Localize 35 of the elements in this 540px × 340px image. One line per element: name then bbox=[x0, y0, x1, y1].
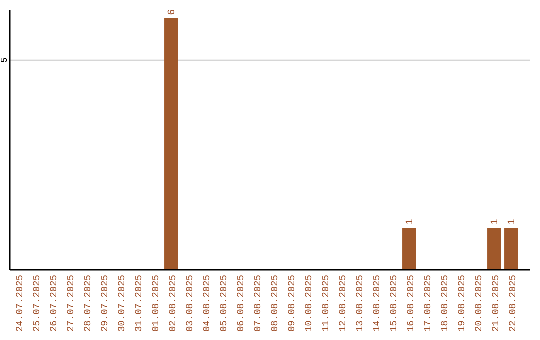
x-tick-label: 28.07.2025 bbox=[82, 274, 94, 332]
x-tick-label: 03.08.2025 bbox=[184, 274, 196, 332]
x-tick-label: 18.08.2025 bbox=[440, 274, 450, 332]
x-tick-label: 01.08.2025 bbox=[150, 274, 162, 332]
x-tick-label: 09.08.2025 bbox=[286, 274, 298, 332]
x-tick-label: 30.07.2025 bbox=[116, 274, 128, 332]
x-tick-label: 16.08.2025 bbox=[406, 274, 416, 332]
x-tick-label: 12.08.2025 bbox=[338, 274, 348, 332]
x-tick-label: 05.08.2025 bbox=[218, 274, 230, 332]
x-tick-label: 25.07.2025 bbox=[32, 274, 42, 332]
x-tick-label: 21.08.2025 bbox=[490, 274, 502, 332]
x-tick-label: 17.08.2025 bbox=[422, 274, 434, 332]
x-tick-label: 19.08.2025 bbox=[456, 274, 468, 332]
data-label: 1 bbox=[406, 219, 416, 226]
x-tick-label: 14.08.2025 bbox=[372, 274, 382, 332]
y-tick-label: 5 bbox=[0, 58, 10, 64]
x-tick-label: 13.08.2025 bbox=[354, 274, 366, 332]
x-tick-label: 06.08.2025 bbox=[236, 274, 246, 332]
data-label: 1 bbox=[490, 219, 502, 226]
x-tick-label: 20.08.2025 bbox=[474, 274, 484, 332]
x-tick-label: 26.07.2025 bbox=[48, 274, 60, 332]
x-tick-label: 24.07.2025 bbox=[14, 274, 26, 332]
x-tick-label: 04.08.2025 bbox=[202, 274, 212, 332]
x-tick-label: 31.07.2025 bbox=[134, 274, 144, 332]
x-tick-label: 08.08.2025 bbox=[270, 274, 280, 332]
x-tick-label: 27.07.2025 bbox=[66, 274, 76, 332]
x-tick-label: 15.08.2025 bbox=[388, 274, 400, 332]
data-label: 6 bbox=[168, 9, 178, 16]
x-tick-label: 22.08.2025 bbox=[508, 274, 518, 332]
x-tick-label: 29.07.2025 bbox=[100, 274, 110, 332]
data-label: 1 bbox=[508, 219, 518, 226]
x-tick-label: 10.08.2025 bbox=[304, 274, 314, 332]
x-tick-label: 02.08.2025 bbox=[168, 274, 178, 332]
x-tick-label: 07.08.2025 bbox=[252, 274, 264, 332]
x-tick-label: 11.08.2025 bbox=[320, 274, 332, 332]
